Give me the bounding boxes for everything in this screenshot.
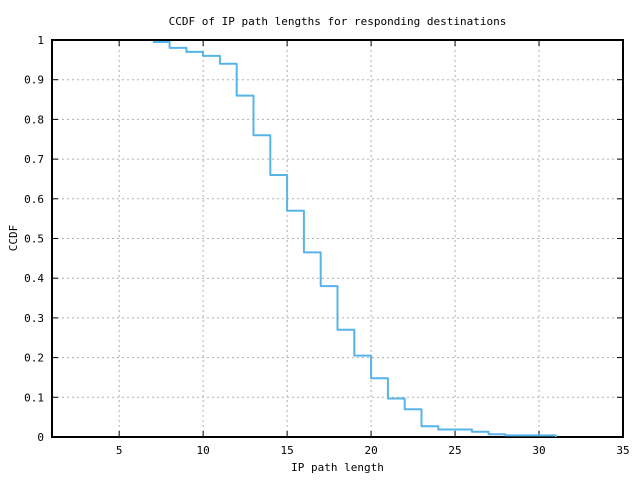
y-tick-label: 0.9 xyxy=(24,74,44,87)
y-tick-label: 0.5 xyxy=(24,233,44,246)
y-tick-label: 1 xyxy=(37,34,44,47)
x-tick-label: 35 xyxy=(616,444,629,457)
x-tick-label: 25 xyxy=(448,444,461,457)
x-tick-label: 10 xyxy=(197,444,210,457)
y-tick-label: 0.7 xyxy=(24,153,44,166)
y-tick-label: 0 xyxy=(37,431,44,444)
chart-title: CCDF of IP path lengths for responding d… xyxy=(168,15,507,28)
y-tick-label: 0.3 xyxy=(24,312,44,325)
y-tick-label: 0.8 xyxy=(24,113,44,126)
x-axis-label: IP path length xyxy=(291,461,384,474)
y-tick-label: 0.1 xyxy=(24,391,44,404)
ccdf-curve xyxy=(152,41,557,437)
x-tick-label: 20 xyxy=(364,444,377,457)
y-tick-label: 0.6 xyxy=(24,193,44,206)
y-tick-label: 0.2 xyxy=(24,352,44,365)
x-tick-label: 15 xyxy=(280,444,293,457)
plot-border xyxy=(51,39,624,438)
y-tick-label: 0.4 xyxy=(24,272,44,285)
x-tick-label: 5 xyxy=(116,444,123,457)
x-tick-label: 30 xyxy=(532,444,545,457)
